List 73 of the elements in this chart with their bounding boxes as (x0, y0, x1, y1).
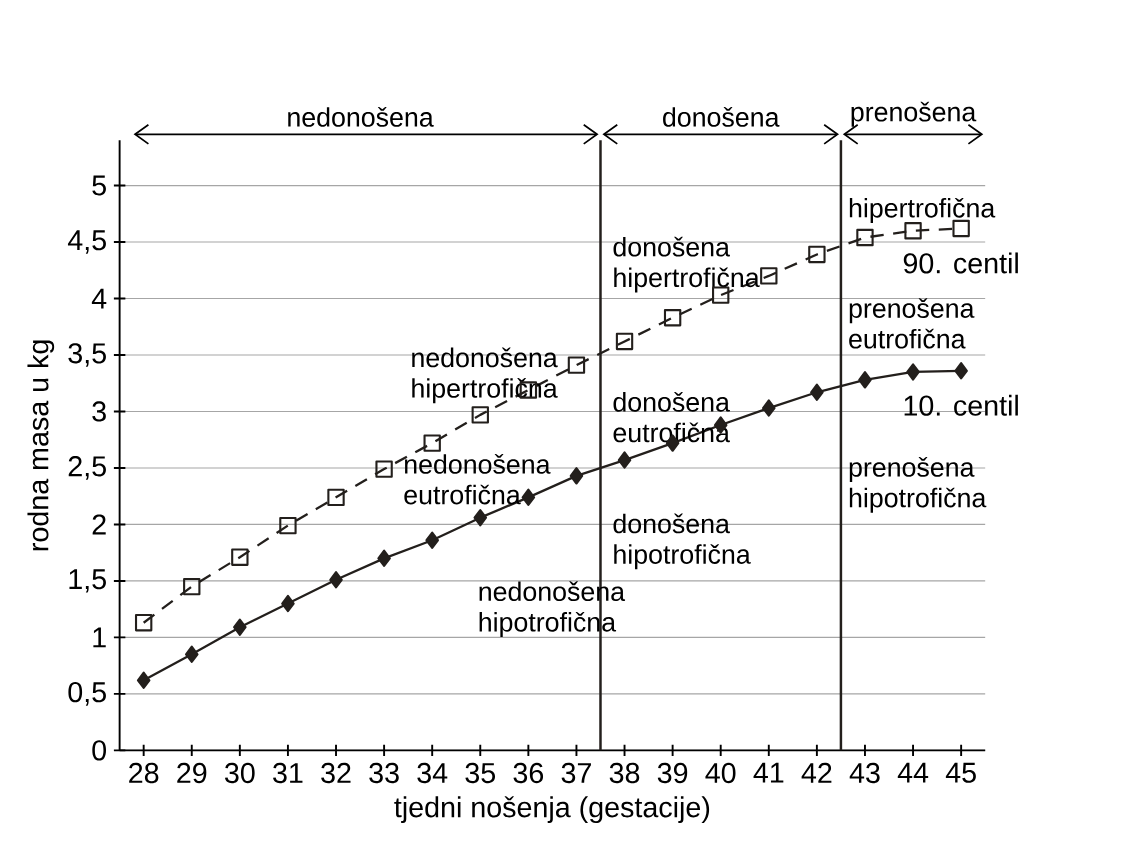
point (425, 531, 439, 550)
text: prenošena (851, 101, 977, 127)
point (567, 356, 586, 375)
x-tick-label: 31 (273, 763, 303, 784)
point (615, 332, 634, 351)
point (663, 309, 682, 327)
point (760, 267, 778, 285)
annotation: donošena hipertrofična (613, 236, 760, 293)
point (327, 488, 345, 507)
point (231, 548, 249, 567)
point (762, 399, 776, 417)
annotation: prenošena hipotrofična (849, 457, 987, 513)
point (808, 245, 826, 264)
point (184, 645, 199, 664)
point (471, 406, 489, 424)
annotation: hipertrofična (849, 198, 996, 224)
x-axis-title: tjedni nošenja (gestacije) (394, 796, 710, 824)
annotation: nedonošena eutrofična (404, 454, 551, 505)
text: donošena (663, 107, 780, 127)
y-tick-label: 2,5 (68, 456, 106, 480)
point (569, 467, 584, 485)
y-tick-label: 1 (93, 627, 106, 648)
x-tick-label: 38 (609, 763, 640, 784)
x-tick-label: 45 (945, 763, 976, 783)
x-tick-label: 37 (561, 763, 591, 784)
y-tick-label: 4,5 (67, 230, 106, 254)
point (279, 517, 297, 535)
point (233, 618, 247, 637)
x-tick-label: 35 (465, 763, 496, 784)
series-label: 10. centil (904, 394, 1018, 416)
point (858, 371, 872, 389)
point (904, 222, 922, 240)
point (954, 362, 968, 380)
series-label: 90. centil (903, 252, 1018, 274)
point (329, 571, 343, 589)
text: nedonošena (288, 107, 434, 127)
point (281, 594, 295, 613)
annotation: donošena hipotrofična (613, 513, 751, 570)
point (377, 549, 391, 568)
y-axis-title: rodna masa u kg (27, 340, 55, 551)
x-tick-label: 36 (513, 763, 544, 784)
point (375, 460, 393, 478)
point (136, 671, 151, 690)
point (183, 578, 201, 596)
y-tick-label: 2 (92, 514, 106, 535)
point (810, 383, 824, 402)
y-tick-label: 4 (91, 288, 107, 309)
point (617, 451, 632, 469)
point (521, 488, 536, 507)
x-tick-label: 32 (321, 763, 351, 784)
point (423, 434, 441, 452)
y-tick-label: 3,5 (68, 343, 106, 367)
x-tick-label: 34 (417, 763, 448, 784)
x-tick-label: 29 (177, 763, 207, 784)
x-tick-label: 28 (129, 763, 159, 784)
y-tick-label: 0 (92, 740, 107, 761)
point (473, 509, 488, 527)
y-tick-label: 0,5 (68, 682, 106, 706)
annotation: prenošena eutrofična (849, 298, 975, 349)
point (856, 228, 874, 247)
y-tick-label: 5 (92, 175, 106, 196)
point (134, 614, 153, 632)
point (906, 363, 920, 381)
x-tick-label: 39 (657, 763, 688, 784)
x-tick-label: 43 (849, 763, 880, 784)
y-tick-label: 1,5 (69, 569, 106, 593)
x-tick-label: 40 (705, 763, 736, 784)
y-tick-label: 3 (92, 401, 106, 422)
x-tick-label: 33 (369, 763, 399, 784)
x-tick-label: 41 (753, 763, 784, 783)
x-tick-label: 30 (224, 763, 255, 784)
x-tick-label: 42 (801, 763, 832, 784)
x-tick-label: 44 (897, 763, 929, 783)
